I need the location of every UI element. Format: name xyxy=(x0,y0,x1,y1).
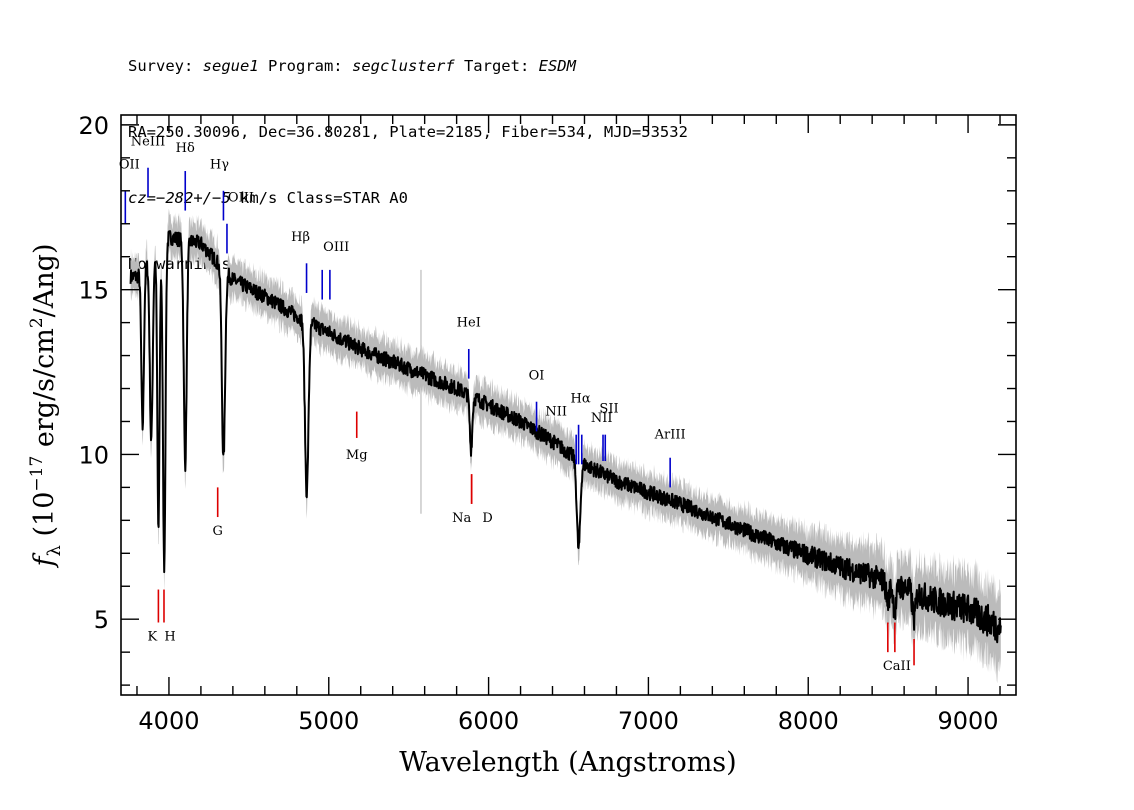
x-tick-label: 6000 xyxy=(458,707,519,735)
line-label: Hδ xyxy=(176,141,195,156)
survey-value: segue1 xyxy=(202,57,259,75)
line-label: ArIII xyxy=(654,428,686,443)
x-tick-label: 5000 xyxy=(298,707,359,735)
line-label: Hβ xyxy=(291,230,310,245)
line-label: K xyxy=(148,629,158,644)
line-label: SII xyxy=(599,401,618,416)
survey-label: Survey: xyxy=(128,57,203,75)
class-text: km/s Class=STAR A0 xyxy=(230,189,408,207)
x-tick-label: 8000 xyxy=(778,707,839,735)
spectrum-header: Survey: segue1 Program: segclusterf Targ… xyxy=(128,11,688,297)
line-label: G xyxy=(212,524,222,539)
line-label: OII xyxy=(119,157,140,172)
x-tick-label: 9000 xyxy=(938,707,999,735)
flux-line xyxy=(129,230,1002,644)
program-value: segclusterf xyxy=(351,57,455,75)
x-tick-label: 7000 xyxy=(618,707,679,735)
x-tick-label: 4000 xyxy=(138,707,199,735)
y-tick-label: 10 xyxy=(78,441,109,469)
line-label: HeI xyxy=(457,316,481,331)
line-label: Mg xyxy=(346,448,368,463)
header-line-coordinates: RA=250.30096, Dec=36.80281, Plate=2185, … xyxy=(128,123,688,141)
program-label: Program: xyxy=(258,57,352,75)
header-line-redshift: cz=−282+/−5 km/s Class=STAR A0 xyxy=(128,187,688,209)
target-value: ESDM xyxy=(538,57,576,75)
y-tick-label: 20 xyxy=(78,112,109,140)
line-label: Hα xyxy=(571,391,591,406)
line-label: NII xyxy=(591,411,613,426)
flux-series xyxy=(129,230,1002,644)
line-label: CaII xyxy=(883,659,911,674)
header-line-survey: Survey: segue1 Program: segclusterf Targ… xyxy=(128,55,688,77)
line-label: D xyxy=(482,511,492,526)
error-band xyxy=(130,208,1001,684)
line-label: NII xyxy=(545,405,567,420)
cz-label: cz= xyxy=(128,189,156,207)
error-band-area xyxy=(130,208,1001,684)
y-tick-label: 15 xyxy=(78,277,109,305)
y-axis-title: fλ (10−17 erg/s/cm2/Ang) xyxy=(27,244,65,569)
x-axis-title: Wavelength (Angstroms) xyxy=(399,747,736,778)
line-label: Hγ xyxy=(210,157,229,172)
cz-value: −282+/−5 xyxy=(156,189,231,207)
y-tick-label: 5 xyxy=(94,606,109,634)
line-label: OIII xyxy=(228,190,254,205)
line-label: Na xyxy=(452,511,471,526)
line-label: OIII xyxy=(323,240,349,255)
plot-frame xyxy=(120,114,1017,696)
axes: 4000 5000 6000 7000 8000 9000 5 10 15 20 xyxy=(78,112,1017,735)
line-label: OI xyxy=(529,368,545,383)
target-label: Target: xyxy=(454,57,539,75)
line-label: H xyxy=(164,629,175,644)
line-label: NeIII xyxy=(131,134,165,149)
